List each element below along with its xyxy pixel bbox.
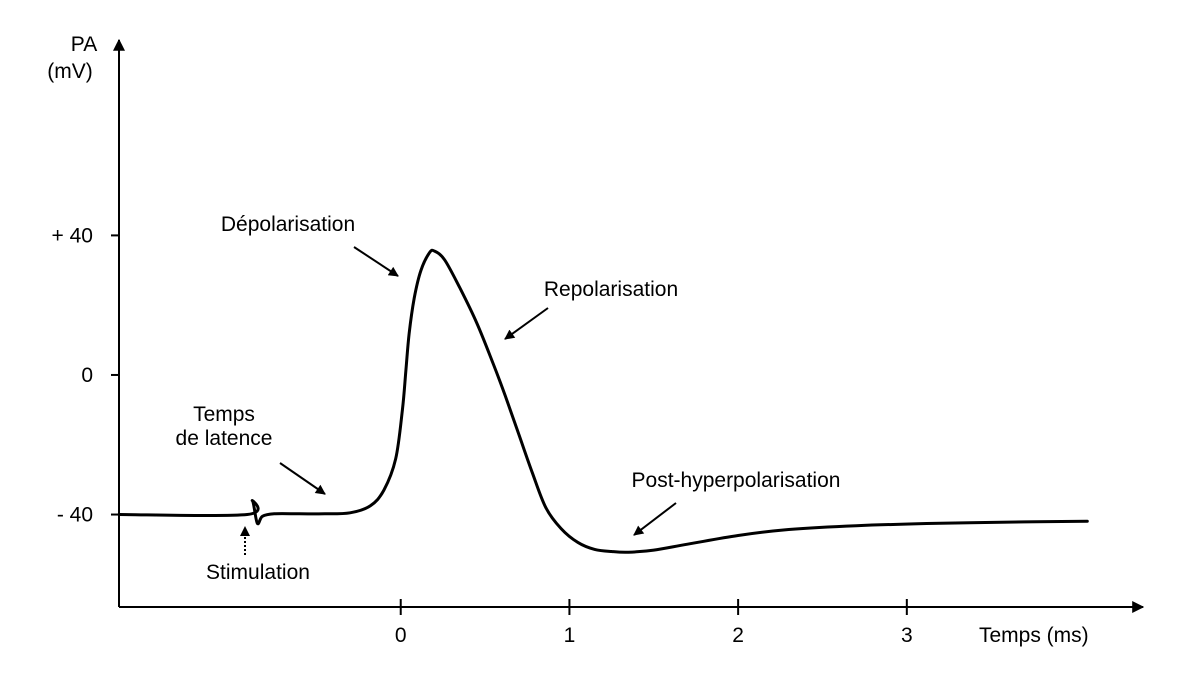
arrow-repolarisation <box>504 307 549 340</box>
annotation-post-hyperpolarisation: Post-hyperpolarisation <box>632 469 841 492</box>
y-tick-label: + 40 <box>52 224 93 247</box>
annotation-latency-line2: de latence <box>176 427 273 450</box>
x-tick-label: 2 <box>732 624 744 647</box>
arrow-latency <box>279 462 326 495</box>
annotation-latency-line1: Temps <box>193 403 255 426</box>
x-axis-label: Temps (ms) <box>979 624 1089 647</box>
arrow-depolarisation <box>353 246 399 277</box>
annotation-repolarisation: Repolarisation <box>544 278 678 301</box>
x-ticks: 0 1 2 3 <box>395 599 913 647</box>
y-axis-label-line1: PA <box>71 33 97 56</box>
y-tick-label: 0 <box>81 364 93 387</box>
x-tick-label: 3 <box>901 624 913 647</box>
action-potential-curve <box>117 248 1089 554</box>
annotation-depolarisation: Dépolarisation <box>221 213 355 236</box>
x-tick-label: 0 <box>395 624 407 647</box>
annotation-stimulation: Stimulation <box>206 561 310 584</box>
y-tick-label: - 40 <box>57 504 93 527</box>
x-tick-label: 1 <box>564 624 576 647</box>
arrow-post-hyperpolarisation <box>633 502 677 536</box>
y-axis-label-line2: (mV) <box>47 60 93 83</box>
y-ticks: + 40 0 - 40 <box>52 224 119 527</box>
